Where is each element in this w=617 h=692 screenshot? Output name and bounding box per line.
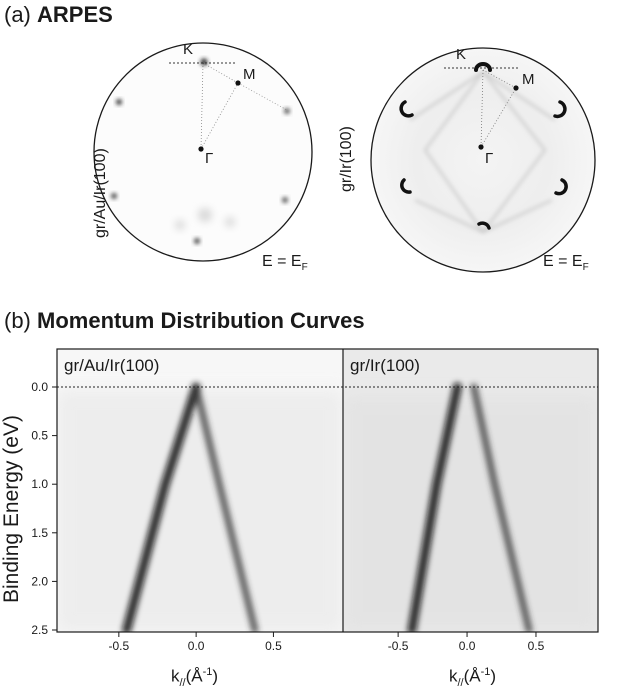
y-tick-label: 1.0: [31, 477, 48, 491]
k-point-spots-left: [111, 58, 290, 244]
mdc-right-sample-label: gr/Ir(100): [350, 356, 420, 375]
left-k-label: K: [183, 41, 194, 58]
y-tick-label: 1.5: [31, 526, 48, 540]
mdc-y-axis-label: Binding Energy (eV): [0, 415, 23, 603]
right-k-label: K: [456, 46, 467, 63]
x-tick-label-right: -0.5: [388, 639, 409, 653]
mdc-left-sample-label: gr/Au/Ir(100): [64, 356, 160, 375]
x-tick-label-right: 0.5: [528, 639, 545, 653]
mdc-x-axis-label-left: k//(Å-1): [171, 666, 219, 690]
panel-a-title: ARPES: [37, 2, 113, 27]
panel-b-label: (b): [4, 308, 31, 333]
k-point-spots-right: [399, 62, 568, 230]
panel-a-label: (a): [4, 2, 31, 27]
arpes-map-right: [370, 47, 596, 273]
y-tick-label: 2.0: [31, 574, 48, 588]
panel-b-title: Momentum Distribution Curves: [37, 308, 365, 333]
right-energy-label: E = EF: [543, 253, 589, 274]
dirac-band-left-2: [192, 383, 259, 632]
arpes-maps: [93, 42, 596, 273]
panel-b-heading: (b) Momentum Distribution Curves: [4, 308, 365, 334]
left-m-label: M: [243, 66, 256, 83]
y-tick-label: 0.0: [31, 380, 48, 394]
x-tick-label-left: 0.5: [265, 639, 282, 653]
arpes-map-left: [93, 42, 313, 262]
mdc-x-axis-label-right: k//(Å-1): [449, 666, 497, 690]
left-gamma-label: Γ: [205, 150, 214, 167]
right-m-label: M: [522, 71, 535, 88]
x-tick-label-left: -0.5: [108, 639, 129, 653]
x-tick-label-right: 0.0: [459, 639, 476, 653]
panel-a-heading: (a) ARPES: [4, 2, 113, 28]
dirac-band-left-1: [122, 382, 201, 632]
y-tick-label: 0.5: [31, 429, 48, 443]
x-tick-label-left: 0.0: [188, 639, 205, 653]
mdc-frame: [56, 348, 599, 633]
left-energy-label: E = EF: [262, 253, 308, 274]
dirac-band-right-2: [470, 383, 533, 632]
y-tick-label: 2.5: [31, 623, 48, 637]
right-gamma-label: Γ: [485, 150, 494, 167]
dirac-band-right-1: [407, 382, 462, 632]
